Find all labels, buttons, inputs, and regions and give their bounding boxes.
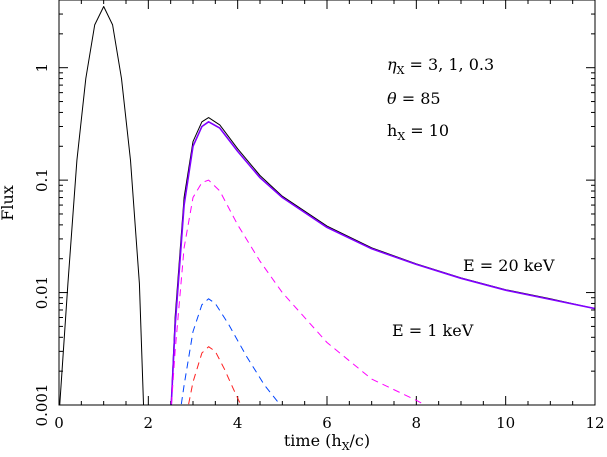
y-tick-label: 0.1 [33, 168, 51, 192]
x-tick-label: 10 [496, 414, 515, 432]
series-line-5 [180, 298, 281, 405]
annotation-e-1kev: E = 1 keV [392, 321, 474, 340]
x-axis-label: time (hX/c) [284, 431, 370, 453]
x-tick-label: 6 [322, 414, 332, 432]
x-tick-label: 0 [54, 414, 64, 432]
series-line-1 [59, 6, 145, 405]
annotation-e-20kev: E = 20 keV [463, 256, 555, 275]
series-line-4 [170, 179, 426, 405]
x-tick-label: 4 [233, 414, 243, 432]
annotation-theta: θ = 85 [387, 89, 441, 108]
y-tick-label: 0.001 [33, 384, 51, 427]
y-tick-label: 1 [33, 63, 51, 73]
series-line-3 [170, 121, 595, 405]
x-tick-label: 2 [144, 414, 154, 432]
x-tick-label: 8 [412, 414, 422, 432]
plot-frame [58, 0, 596, 406]
annotation-eta: ηX = 3, 1, 0.3 [387, 55, 494, 77]
series-line-6 [187, 346, 242, 405]
y-tick-label: 0.01 [33, 276, 51, 309]
annotation-hx: hX = 10 [387, 121, 449, 143]
x-axis-label-sub: X [342, 440, 350, 453]
x-tick-label: 12 [585, 414, 604, 432]
y-axis-label: Flux [0, 185, 17, 221]
